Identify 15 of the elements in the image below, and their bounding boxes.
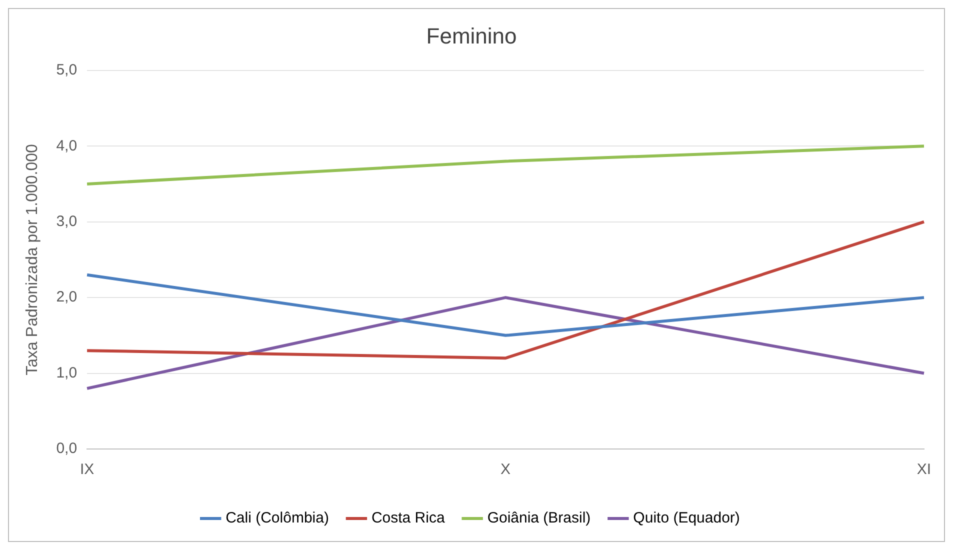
y-tick-label: 5,0 — [56, 62, 78, 79]
legend-label: Costa Rica — [371, 510, 446, 527]
y-tick-label: 4,0 — [56, 137, 78, 154]
x-tick-label: IX — [80, 461, 94, 478]
y-tick-label: 3,0 — [56, 212, 78, 230]
legend-label: Cali (Colômbia) — [226, 510, 329, 527]
legend-label: Goiânia (Brasil) — [487, 510, 591, 527]
legend-label: Quito (Equador) — [633, 510, 740, 527]
x-tick-label: XI — [916, 461, 932, 478]
chart-title: Feminino — [426, 23, 517, 48]
y-tick-label: 2,0 — [56, 288, 78, 306]
y-tick-label: 0,0 — [56, 440, 78, 458]
y-axis-title: Taxa Padronizada por 1.000.000 — [24, 144, 42, 376]
x-tick-label: X — [500, 461, 511, 478]
y-tick-label: 1,0 — [56, 364, 78, 382]
